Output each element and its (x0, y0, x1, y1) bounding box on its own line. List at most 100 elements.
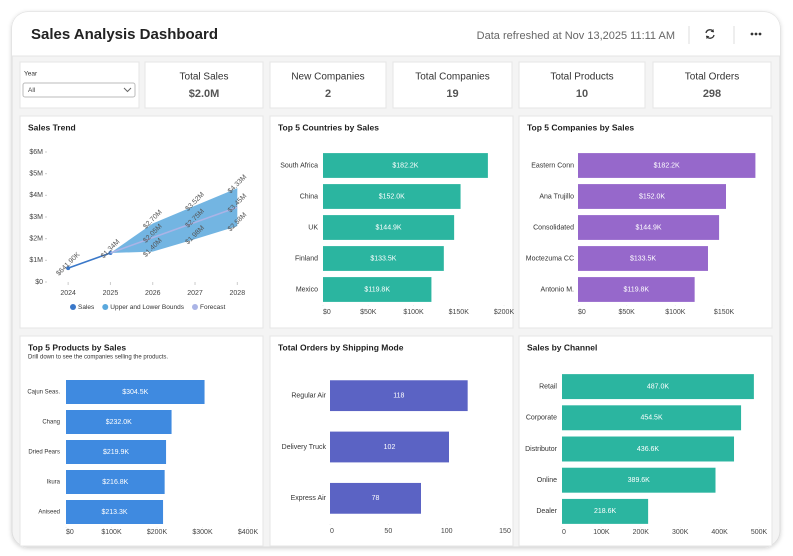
data-point (66, 266, 71, 271)
bar (323, 277, 432, 302)
chart-title: Top 5 Countries by Sales (278, 122, 379, 132)
bar (66, 410, 172, 434)
chart-title: Top 5 Companies by Sales (527, 122, 634, 132)
chart-title: Top 5 Products by Sales (28, 342, 126, 352)
bar (562, 374, 754, 400)
bar (66, 440, 167, 464)
data-label: $144.9K (635, 224, 661, 231)
category-label: Dealer (536, 508, 557, 515)
x-tick-label: $0 (323, 309, 331, 316)
y-tick-label: $6M (29, 149, 43, 156)
bar (330, 482, 421, 514)
x-tick-label: $150K (449, 309, 470, 316)
bar (66, 380, 205, 404)
kpi-value: $2.0M (189, 88, 220, 100)
data-label: 118 (393, 393, 404, 400)
kpi-label: Total Products (550, 72, 613, 83)
filter-label: Year (24, 71, 38, 78)
y-tick-label: $2M (29, 236, 43, 243)
bar (578, 153, 756, 178)
bar (66, 470, 165, 494)
bar (330, 380, 468, 412)
category-label: Ikura (47, 480, 61, 486)
category-label: Regular Air (291, 393, 326, 400)
kpi-card (269, 61, 387, 109)
x-tick-label: $100K (101, 529, 122, 536)
refresh-time: Data refreshed at Nov 13,2025 11:11 AM (477, 30, 675, 42)
legend-label: Forecast (200, 304, 225, 311)
chart-title: Total Orders by Shipping Mode (278, 342, 404, 352)
year-select[interactable]: All (22, 82, 136, 98)
category-label: Consolidated (533, 224, 574, 231)
data-label: 436.6K (637, 446, 660, 453)
category-label: Cajun Seas. (27, 390, 60, 396)
x-tick-label: 500K (751, 529, 768, 536)
data-label: $216.8K (102, 479, 128, 486)
x-tick-label: $50K (360, 309, 377, 316)
data-label: $119.8K (364, 286, 390, 293)
category-label: Dried Pears (28, 450, 60, 456)
data-label: $152.0K (639, 193, 665, 200)
x-tick-label: $100K (403, 309, 424, 316)
dot (758, 32, 762, 36)
bar (578, 215, 720, 240)
kpi-value: 19 (446, 88, 458, 100)
x-tick-label: 2028 (230, 290, 246, 297)
data-label: $304.5K (122, 389, 148, 396)
x-tick-label: $200K (147, 529, 168, 536)
data-label: $144.9K (376, 224, 402, 231)
chart-title: Sales by Channel (527, 342, 597, 352)
kpi-value: 10 (576, 88, 588, 100)
y-tick-label: $0 (35, 279, 43, 286)
bar (323, 246, 444, 271)
category-label: Antonio M. (541, 286, 575, 293)
kpi-value: 298 (703, 88, 721, 100)
chart-card: Sales Trend $0 $1M $2M $3M $4M $5M $6M 2024 2025 2… (19, 115, 264, 329)
bar (578, 277, 695, 302)
bar (578, 184, 726, 209)
refresh-arrows (706, 29, 714, 39)
more-button[interactable] (750, 32, 762, 36)
data-label: 218.6K (594, 508, 617, 515)
category-label: China (300, 193, 318, 200)
kpi-label: Total Companies (415, 72, 489, 83)
bar (66, 500, 164, 524)
kpi-value: 2 (325, 88, 331, 100)
data-label: 78 (372, 495, 380, 502)
data-label: 454.5K (640, 415, 663, 422)
bar (562, 467, 716, 493)
x-tick-label: 200K (633, 529, 650, 536)
chart-card: Sales by Channel 0 100K 200K 300K 400K 500K Ret… (518, 335, 773, 547)
chart-subtitle: Drill down to see the companies selling … (28, 355, 168, 361)
dashboard-title: Sales Analysis Dashboard (31, 26, 218, 43)
category-label: Chang (42, 420, 60, 426)
bar (562, 436, 735, 462)
x-tick-label: 0 (330, 528, 334, 535)
kpi-label: Total Sales (180, 72, 229, 83)
category-label: Online (537, 477, 557, 484)
category-label: Ana Trujillo (539, 193, 574, 200)
data-label: $182.2K (392, 162, 418, 169)
y-tick-label: $5M (29, 171, 43, 178)
header-bar-fill (12, 40, 780, 56)
x-tick-label: 100 (441, 528, 453, 535)
data-label: $152.0K (379, 193, 405, 200)
charts: Sales Trend $0 $1M $2M $3M $4M $5M $6M 2024 2025 2… (19, 115, 773, 547)
data-label: $213.3K (101, 509, 127, 516)
series-line (110, 206, 238, 254)
data-label: $219.9K (103, 449, 129, 456)
kpi-card (652, 61, 772, 109)
x-tick-label: $200K (494, 309, 515, 316)
category-label: Moctezuma CC (526, 255, 574, 262)
y-tick-label: $4M (29, 192, 43, 199)
x-tick-label: $0 (66, 529, 74, 536)
category-label: Corporate (526, 415, 557, 422)
x-tick-label: 300K (672, 529, 689, 536)
refresh-button[interactable] (705, 29, 715, 39)
bar (562, 405, 742, 431)
x-tick-label: $50K (619, 309, 636, 316)
x-tick-label: 100K (593, 529, 610, 536)
chart-card: Total Orders by Shipping Mode 0 50 100 150 Re… (269, 335, 514, 547)
